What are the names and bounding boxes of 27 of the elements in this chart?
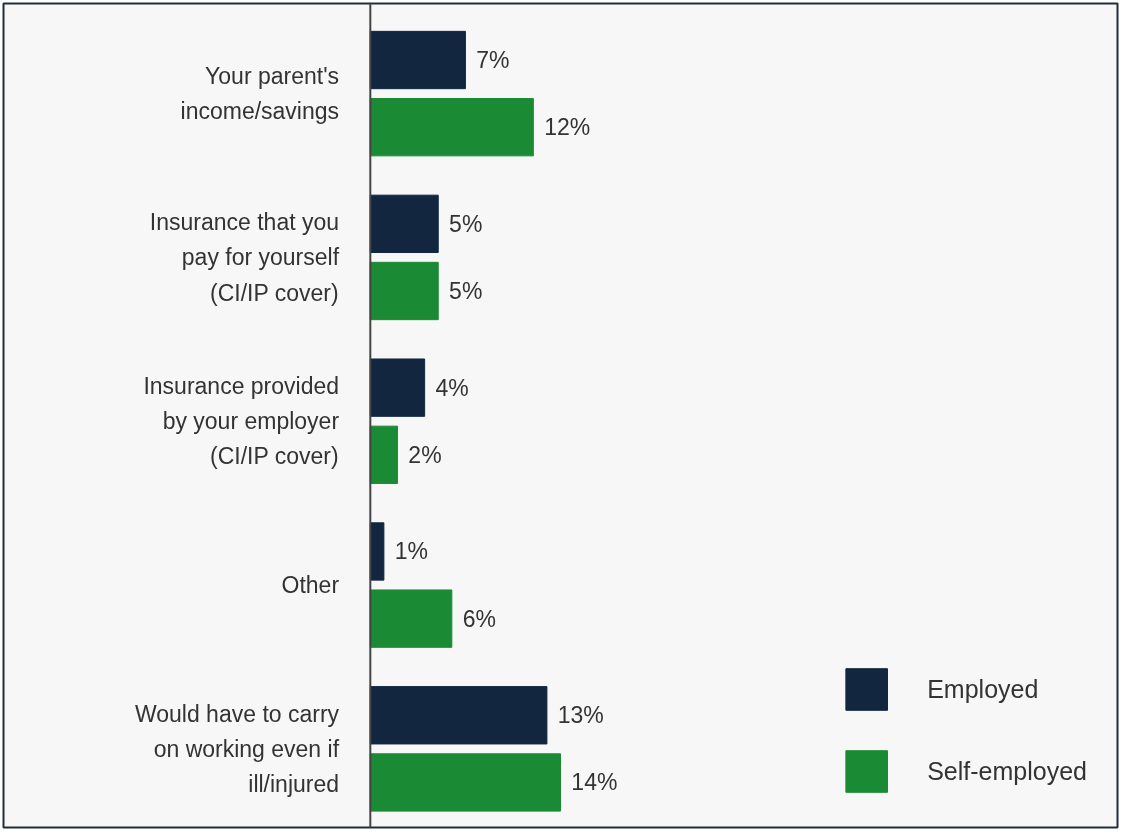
data-label: 5% [449, 210, 483, 237]
data-label: 6% [462, 605, 496, 632]
y-tick-label: Insurance provided by your employer (CI/IP cover) [143, 373, 340, 470]
data-label: 13% [557, 702, 604, 729]
y-tick-label: Insurance that you pay for yourself (CI/IP cover) [149, 209, 340, 306]
bar [369, 589, 453, 648]
bar [369, 30, 466, 90]
data-label: 12% [544, 114, 591, 141]
data-label: 7% [476, 47, 510, 74]
legend-label: Employed [927, 674, 1039, 704]
bar [369, 753, 561, 812]
bar [369, 522, 385, 581]
bar [369, 358, 426, 417]
y-tick-label: Your parent's income/savings [180, 63, 340, 125]
data-label: 14% [571, 769, 618, 796]
data-label: 2% [408, 441, 442, 468]
bar [369, 686, 548, 745]
data-label: 1% [394, 538, 429, 565]
bar [369, 261, 439, 321]
bar [369, 98, 534, 157]
legend-label: Self-employed [927, 756, 1087, 786]
data-label: 5% [449, 278, 483, 304]
bar [369, 425, 398, 484]
y-tick-label: Would have to carry on working even if ill/injured [134, 700, 340, 797]
y-tick-label: Other [281, 572, 340, 599]
bar [369, 194, 439, 253]
data-label: 4% [435, 374, 469, 401]
